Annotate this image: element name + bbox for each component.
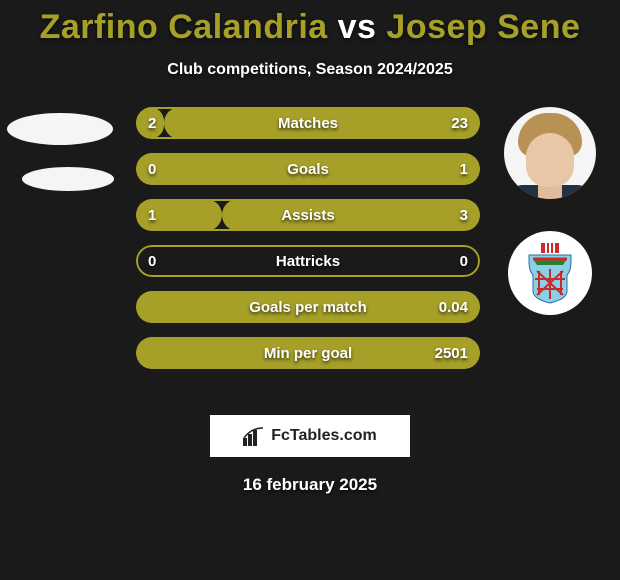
stat-bar-value-p2: 0 <box>460 245 468 277</box>
stat-bar: Min per goal2501 <box>136 337 480 369</box>
stat-bar-label: Goals <box>136 153 480 185</box>
player1-club-placeholder <box>22 167 114 191</box>
player2-avatar <box>504 107 596 199</box>
club-crest-icon <box>523 241 577 305</box>
stat-bar: Matches2 23 <box>136 107 480 139</box>
stat-bar: Hattricks0 0 <box>136 245 480 277</box>
comparison-body: Matches223Goals01Assists13Hattricks00Goa… <box>0 107 620 387</box>
stat-bar-value-p1: 2 <box>148 107 156 139</box>
player1-avatar-placeholder <box>7 113 113 145</box>
title-player2: Josep Sene <box>386 8 580 46</box>
stat-bar-value-p2: 2501 <box>435 337 468 369</box>
stat-bar-value-p2: 0.04 <box>439 291 468 323</box>
stat-bar: Goals0 1 <box>136 153 480 185</box>
stat-bar-label: Assists <box>136 199 480 231</box>
title-vs: vs <box>338 8 377 46</box>
stat-bar-label: Matches <box>136 107 480 139</box>
stat-bar-value-p2: 3 <box>460 199 468 231</box>
player2-face-graphic <box>504 107 596 199</box>
source-badge: FcTables.com <box>210 415 410 457</box>
stat-bar-value-p2: 1 <box>460 153 468 185</box>
stat-bar: Goals per match0.04 <box>136 291 480 323</box>
stat-bar-value-p1: 0 <box>148 245 156 277</box>
stat-bar-label: Min per goal <box>136 337 480 369</box>
source-badge-text: FcTables.com <box>271 427 377 445</box>
stat-bar: Assists1 3 <box>136 199 480 231</box>
player2-column <box>490 107 610 315</box>
fctables-logo-icon <box>243 426 265 446</box>
subtitle: Club competitions, Season 2024/2025 <box>0 61 620 79</box>
player1-column <box>0 107 120 191</box>
title-player1: Zarfino Calandria <box>40 8 328 46</box>
comparison-title: Zarfino Calandria vs Josep Sene <box>0 0 620 47</box>
stat-bar-value-p2: 23 <box>451 107 468 139</box>
stat-bar-value-p1: 1 <box>148 199 156 231</box>
stat-bars: Matches223Goals01Assists13Hattricks00Goa… <box>136 107 480 369</box>
stat-bar-value-p1: 0 <box>148 153 156 185</box>
player2-club-crest <box>508 231 592 315</box>
stat-bar-label: Goals per match <box>136 291 480 323</box>
stat-bar-label: Hattricks <box>136 245 480 277</box>
footer-date: 16 february 2025 <box>0 475 620 495</box>
